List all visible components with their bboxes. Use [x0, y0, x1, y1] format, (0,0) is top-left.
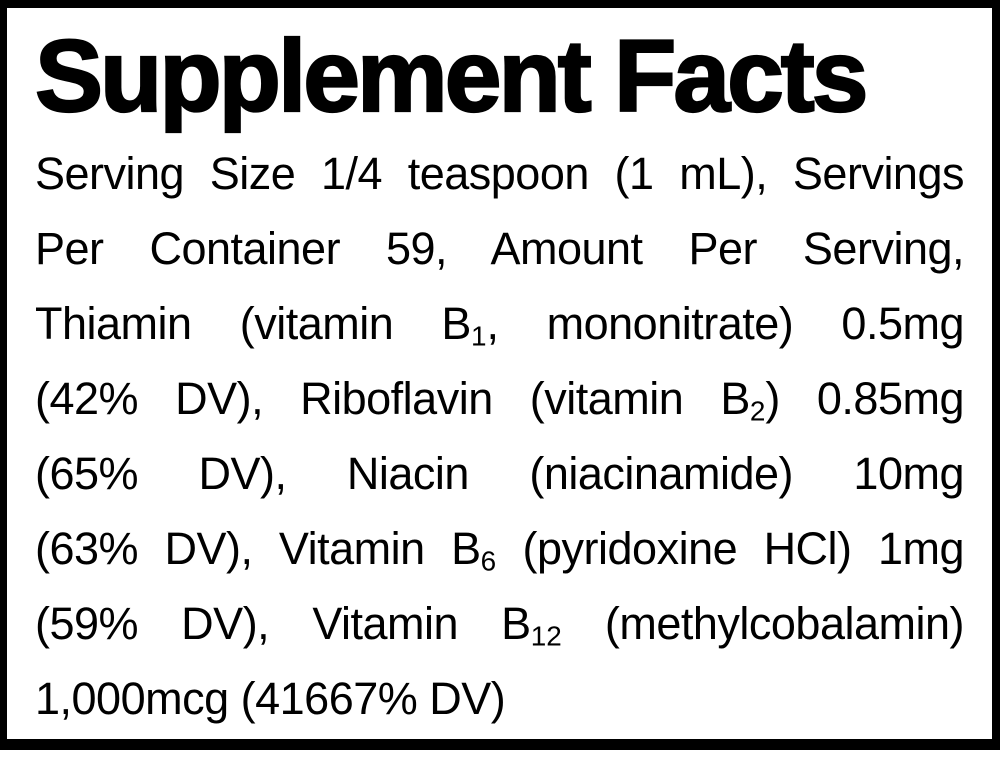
- servings-per-container-text: Per Container 59, Amount Per Serving,: [35, 223, 965, 274]
- vitamin-b1-subscript: 1: [470, 320, 487, 352]
- supplement-facts-title: Supplement Facts: [34, 19, 870, 133]
- vitamin-b6-line: (63% DV), Vitamin B6 (pyridoxine HCl) 1m…: [35, 511, 965, 586]
- vitamin-b12-amount-text: 1,000mcg (41667% DV): [35, 673, 506, 724]
- servings-per-container-line: Per Container 59, Amount Per Serving,: [35, 211, 965, 286]
- vitamin-b12-subscript: 12: [530, 620, 562, 652]
- vitamin-b6-subscript: 6: [480, 545, 497, 577]
- serving-size-line: Serving Size 1/4 teaspoon (1 mL), Servin…: [35, 136, 965, 211]
- vitamin-b2-subscript: 2: [749, 395, 766, 427]
- serving-size-text: Serving Size 1/4 teaspoon (1 mL), Servin…: [35, 148, 965, 199]
- thiamin-amount-text: , mononitrate) 0.5mg: [486, 298, 964, 349]
- vitamin-b6-amount-text: (pyridoxine HCl) 1mg: [496, 523, 965, 574]
- niacin-text: (65% DV), Niacin (niacinamide) 10mg: [35, 448, 965, 499]
- riboflavin-amount-text: ) 0.85mg: [765, 373, 964, 424]
- supplement-facts-body: Serving Size 1/4 teaspoon (1 mL), Servin…: [35, 136, 965, 736]
- niacin-line: (65% DV), Niacin (niacinamide) 10mg: [35, 436, 965, 511]
- vitamin-b12-source-text: (methylcobalamin): [561, 598, 965, 649]
- thiamin-line: Thiamin (vitamin B1, mononitrate) 0.5mg: [35, 286, 964, 361]
- vitamin-b12-line: (59% DV), Vitamin B12 (methylcobalamin): [35, 586, 965, 661]
- vitamin-b12-amount-line: 1,000mcg (41667% DV): [35, 661, 964, 736]
- supplement-facts-panel: Supplement Facts Serving Size 1/4 teaspo…: [0, 0, 1000, 750]
- thiamin-text: Thiamin (vitamin B: [35, 298, 471, 349]
- riboflavin-line: (42% DV), Riboflavin (vitamin B2) 0.85mg: [35, 361, 964, 436]
- vitamin-b12-text: (59% DV), Vitamin B: [35, 598, 531, 649]
- riboflavin-text: (42% DV), Riboflavin (vitamin B: [35, 373, 750, 424]
- vitamin-b6-text: (63% DV), Vitamin B: [35, 523, 481, 574]
